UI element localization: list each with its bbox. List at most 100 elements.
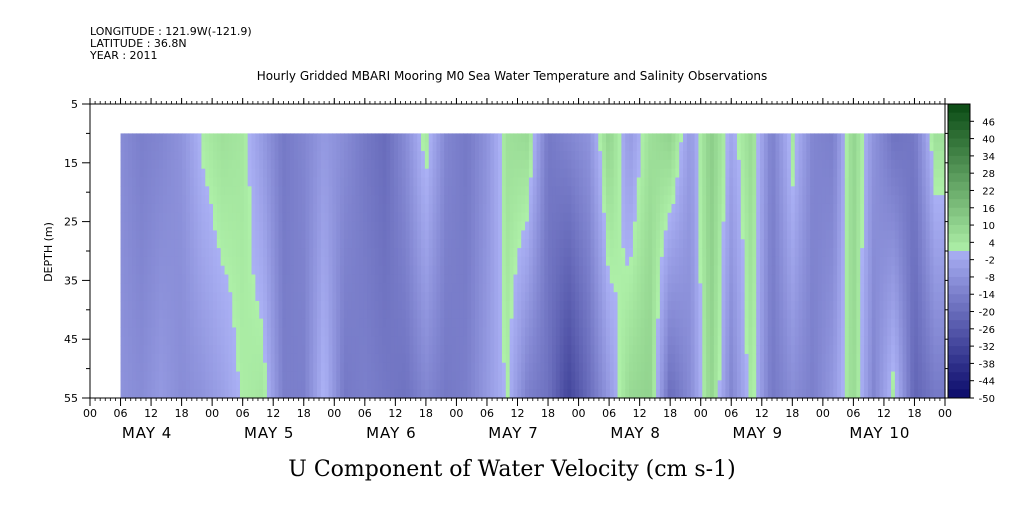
heatmap-cell: [563, 283, 569, 293]
heatmap-cell: [548, 371, 553, 381]
heatmap-cell: [320, 186, 326, 196]
heatmap-cell: [239, 371, 245, 381]
heatmap-cell: [189, 300, 195, 311]
heatmap-cell: [733, 133, 738, 143]
heatmap-cell: [232, 309, 237, 320]
heatmap-cell: [594, 203, 599, 214]
heatmap-cell: [216, 159, 222, 170]
heatmap-cell: [293, 186, 299, 196]
heatmap-cell: [455, 327, 461, 337]
heatmap-cell: [559, 327, 565, 337]
heatmap-cell: [478, 362, 484, 373]
heatmap-cell: [671, 256, 676, 267]
heatmap-cell: [459, 274, 465, 284]
heatmap-cell: [467, 248, 472, 258]
heatmap-cell: [251, 389, 256, 399]
heatmap-cell: [413, 203, 418, 214]
heatmap-cell: [455, 292, 461, 302]
heatmap-cell: [663, 142, 669, 152]
heatmap-cell: [386, 274, 391, 284]
heatmap-cell: [444, 177, 449, 187]
heatmap-cell: [702, 292, 707, 302]
heatmap-cell: [340, 151, 345, 161]
heatmap-cell: [532, 221, 538, 232]
heatmap-cell: [448, 203, 453, 214]
heatmap-cell: [498, 168, 503, 179]
heatmap-cell: [494, 336, 499, 346]
heatmap-cell: [548, 327, 553, 337]
heatmap-cell: [340, 380, 345, 390]
heatmap-cell: [498, 212, 503, 223]
heatmap-cell: [162, 371, 168, 381]
heatmap-cell: [236, 274, 241, 284]
heatmap-cell: [290, 371, 295, 381]
heatmap-cell: [517, 380, 522, 390]
heatmap-cell: [675, 371, 680, 381]
heatmap-cell: [413, 336, 418, 346]
heatmap-cell: [301, 336, 307, 346]
heatmap-cell: [482, 283, 488, 293]
heatmap-cell: [355, 327, 360, 337]
heatmap-cell: [409, 133, 414, 143]
heatmap-cell: [301, 212, 307, 223]
heatmap-cell: [247, 256, 253, 267]
heatmap-cell: [178, 380, 183, 390]
heatmap-cell: [521, 203, 526, 214]
heatmap-cell: [756, 151, 761, 161]
heatmap-cell: [744, 248, 750, 258]
heatmap-cell: [675, 230, 680, 240]
heatmap-cell: [613, 327, 619, 337]
heatmap-cell: [486, 371, 491, 381]
heatmap-cell: [748, 212, 753, 223]
heatmap-cell: [428, 256, 434, 267]
heatmap-cell: [397, 327, 403, 337]
heatmap-cell: [532, 203, 538, 214]
heatmap-cell: [286, 212, 291, 223]
heatmap-cell: [343, 336, 349, 346]
heatmap-cell: [501, 389, 507, 399]
heatmap-cell: [463, 362, 468, 373]
heatmap-cell: [478, 283, 484, 293]
heatmap-cell: [702, 195, 707, 205]
heatmap-cell: [363, 345, 368, 355]
heatmap-cell: [417, 142, 422, 152]
heatmap-cell: [247, 318, 253, 329]
heatmap-cell: [320, 345, 326, 355]
heatmap-cell: [498, 248, 503, 258]
heatmap-cell: [744, 292, 750, 302]
heatmap-cell: [143, 168, 149, 179]
heatmap-cell: [270, 318, 276, 329]
heatmap-cell: [401, 283, 407, 293]
heatmap-cell: [266, 151, 272, 161]
heatmap-cell: [702, 300, 707, 311]
heatmap-cell: [621, 142, 626, 152]
heatmap-cell: [247, 389, 253, 399]
heatmap-cell: [613, 371, 619, 381]
heatmap-cell: [286, 300, 291, 311]
heatmap-cell: [424, 195, 430, 205]
heatmap-cell: [756, 159, 761, 170]
heatmap-cell: [540, 177, 545, 187]
heatmap-cell: [332, 362, 337, 373]
heatmap-cell: [532, 256, 538, 267]
heatmap-cell: [671, 265, 676, 276]
heatmap-cell: [729, 142, 734, 152]
heatmap-cell: [282, 327, 287, 337]
heatmap-cell: [374, 248, 380, 258]
heatmap-cell: [629, 300, 634, 311]
heatmap-cell: [413, 256, 418, 267]
heatmap-cell: [521, 309, 526, 320]
heatmap-cell: [648, 362, 653, 373]
heatmap-cell: [575, 230, 580, 240]
heatmap-cell: [236, 248, 241, 258]
heatmap-cell: [201, 292, 206, 302]
heatmap-cell: [675, 309, 680, 320]
heatmap-cell: [293, 283, 299, 293]
heatmap-cell: [559, 203, 565, 214]
heatmap-cell: [228, 309, 233, 320]
heatmap-cell: [444, 159, 449, 170]
heatmap-cell: [582, 353, 588, 364]
heatmap-cell: [509, 353, 515, 364]
heatmap-cell: [359, 327, 364, 337]
heatmap-cell: [324, 248, 330, 258]
